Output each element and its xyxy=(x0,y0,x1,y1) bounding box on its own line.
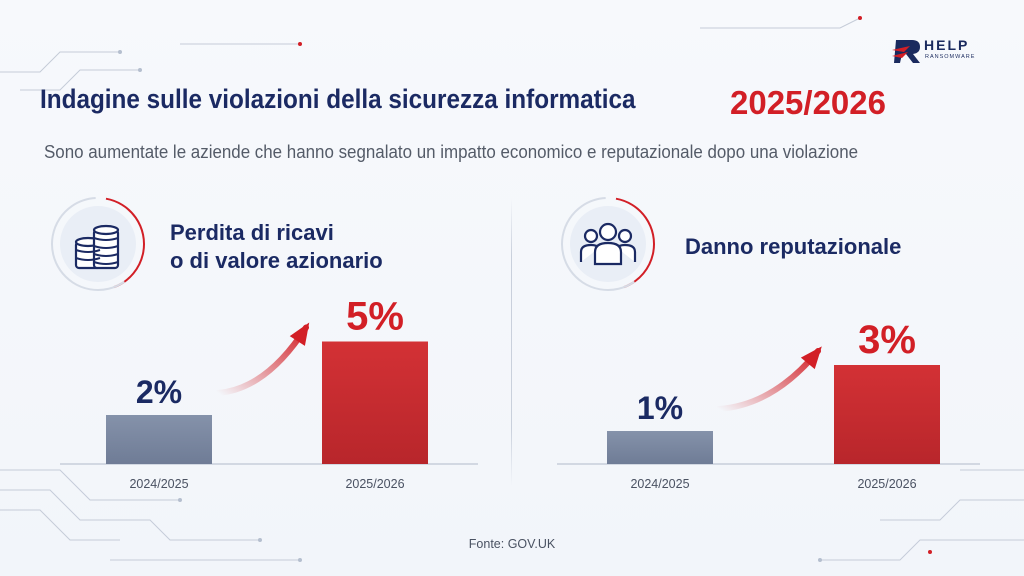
trend-arrow-head xyxy=(800,346,822,370)
panel-title-line: Danno reputazionale xyxy=(685,234,902,259)
chart-bar xyxy=(607,431,713,464)
chart-tick-label: 2025/2026 xyxy=(857,477,916,491)
chart-bar xyxy=(106,415,212,464)
trend-arrow-head xyxy=(289,322,310,346)
page-title: Indagine sulle violazioni della sicurezz… xyxy=(40,84,636,114)
logo-subtext: RANSOMWARE xyxy=(925,54,976,60)
chart-data-label: 5% xyxy=(346,295,404,339)
chart-tick-label: 2025/2026 xyxy=(345,477,404,491)
panel-divider xyxy=(511,198,512,486)
people-group-icon xyxy=(561,197,655,291)
panel-title-revenue: Perdita di ricavi o di valore azionario xyxy=(170,219,383,275)
chart-data-label: 2% xyxy=(136,374,182,410)
panel-title-line: o di valore azionario xyxy=(170,248,383,273)
chart-tick-label: 2024/2025 xyxy=(129,477,188,491)
panel-title-reputation: Danno reputazionale xyxy=(685,233,901,261)
title-year: 2025/2026 xyxy=(730,84,886,121)
trend-arrow xyxy=(716,348,821,412)
page-subtitle: Sono aumentate le aziende che hanno segn… xyxy=(44,141,859,162)
panel-title-line: Perdita di ricavi xyxy=(170,220,334,245)
source-note: Fonte: GOV.UK xyxy=(468,537,556,551)
chart-bar xyxy=(322,341,428,464)
help-ransomware-logo: HELP RANSOMWARE xyxy=(892,36,992,70)
chart-tick-label: 2024/2025 xyxy=(630,477,689,491)
coins-stack-icon xyxy=(51,197,145,291)
logo-text: HELP xyxy=(924,37,970,53)
logo-r-mark-icon xyxy=(892,40,920,63)
chart-data-label: 3% xyxy=(858,318,916,362)
header: Indagine sulle violazioni della sicurezz… xyxy=(40,84,886,124)
chart-bar xyxy=(834,365,940,464)
chart-data-label: 1% xyxy=(637,390,683,426)
